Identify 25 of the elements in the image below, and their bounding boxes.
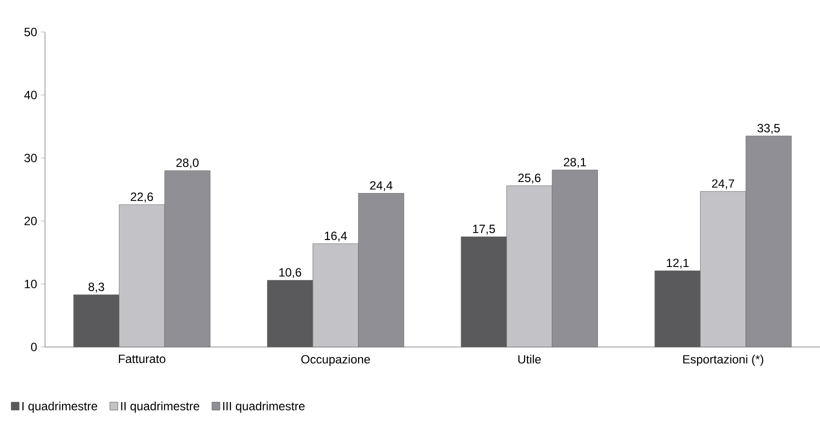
x-tick-label: Esportazioni (*) — [683, 354, 764, 366]
data-label: 22,6 — [130, 192, 153, 202]
y-tick-label: 40 — [24, 90, 37, 100]
y-tick-label: 30 — [24, 154, 37, 162]
y-tick-label: 50 — [24, 28, 37, 36]
data-label: 17,5 — [473, 224, 495, 235]
data-label: 24,7 — [712, 179, 734, 190]
data-label: 10,6 — [279, 268, 302, 278]
data-label: 33,5 — [757, 124, 780, 134]
data-label: 24,4 — [370, 181, 392, 192]
data-label: 28,0 — [176, 158, 199, 168]
x-tick-label: Fatturato — [118, 354, 166, 364]
data-label: 28,1 — [564, 158, 586, 168]
x-tick-label: Occupazione — [301, 354, 370, 366]
data-label: 12,1 — [666, 258, 689, 269]
legend-label: III quadrimestre — [223, 402, 305, 413]
y-tick-label: 0 — [31, 342, 37, 352]
x-tick-label: Utile — [518, 354, 541, 364]
data-label: 25,6 — [518, 174, 540, 184]
legend-label: I quadrimestre — [22, 402, 98, 413]
data-label: 16,4 — [324, 232, 347, 242]
data-label: 8,3 — [88, 282, 104, 293]
y-tick-label: 20 — [24, 216, 37, 226]
y-tick-label: 10 — [24, 280, 37, 288]
legend-label: II quadrimestre — [121, 402, 200, 413]
